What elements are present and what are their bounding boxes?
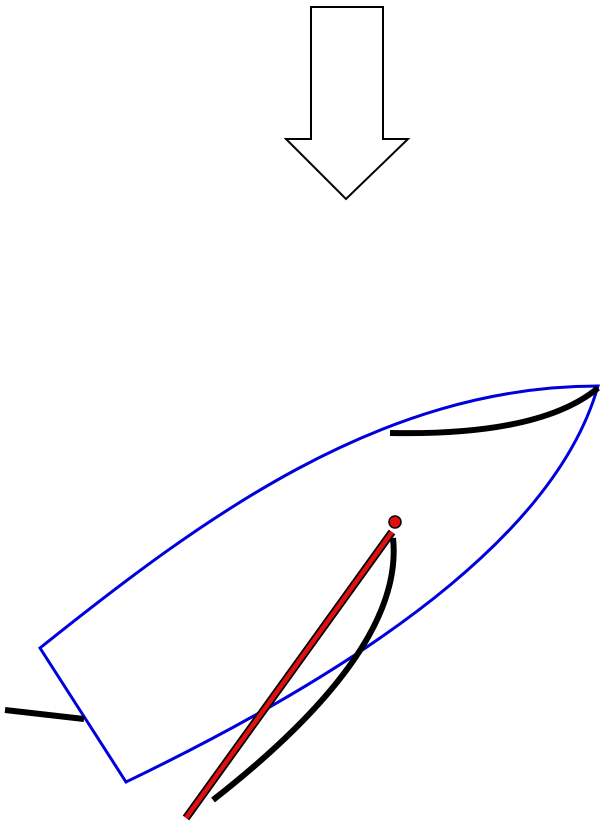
jib: [389, 385, 600, 437]
mast: [388, 515, 402, 529]
hull: [38, 384, 600, 784]
tiller: [4, 707, 85, 722]
mainsail: [211, 537, 397, 803]
wind-arrow: [283, 6, 411, 201]
boom: [184, 530, 394, 820]
